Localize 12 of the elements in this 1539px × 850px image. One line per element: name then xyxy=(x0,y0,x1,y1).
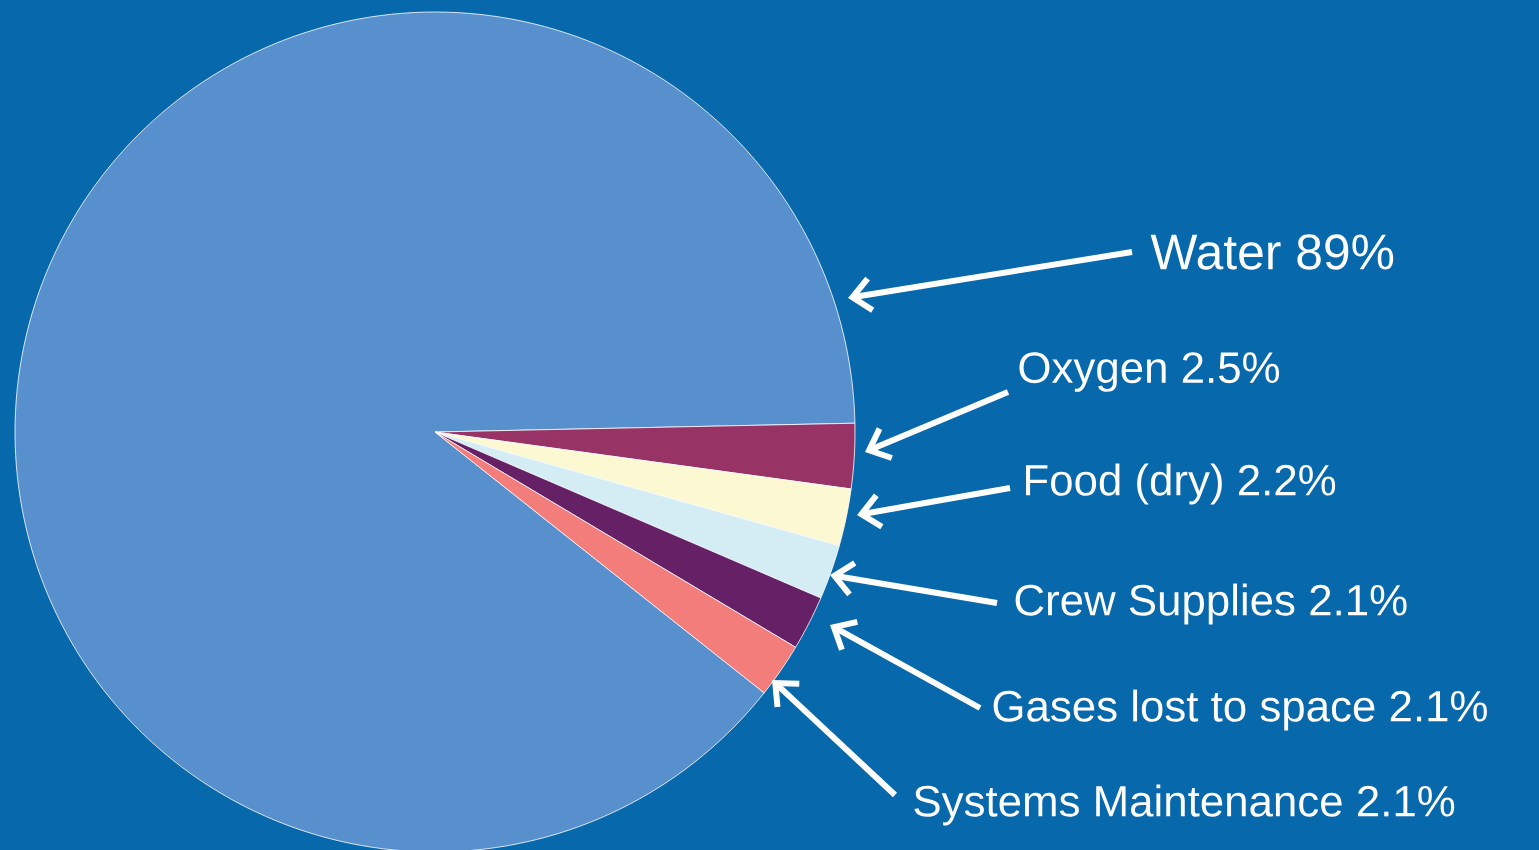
data-label: 2.1% xyxy=(1358,785,1455,817)
slice-label: Water xyxy=(1150,234,1281,270)
slice-label: Systems Maintenance xyxy=(914,784,1342,826)
data-label: 2.1% xyxy=(1310,584,1407,616)
slice-label: Oxygen xyxy=(1019,352,1166,392)
data-label: 2.2% xyxy=(1238,464,1336,496)
data-label: 2.5% xyxy=(1182,352,1279,384)
slice-label: Crew Supplies xyxy=(1015,583,1295,625)
slice-label: Gases lost to space xyxy=(993,689,1375,731)
slice-label: Food (dry) xyxy=(1026,463,1222,505)
data-label: 2.1% xyxy=(1390,690,1487,722)
data-label: 89% xyxy=(1297,234,1394,270)
